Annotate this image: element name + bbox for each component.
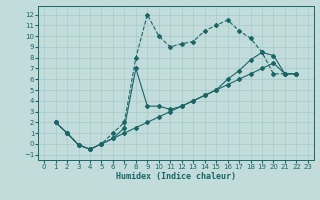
X-axis label: Humidex (Indice chaleur): Humidex (Indice chaleur)	[116, 172, 236, 181]
